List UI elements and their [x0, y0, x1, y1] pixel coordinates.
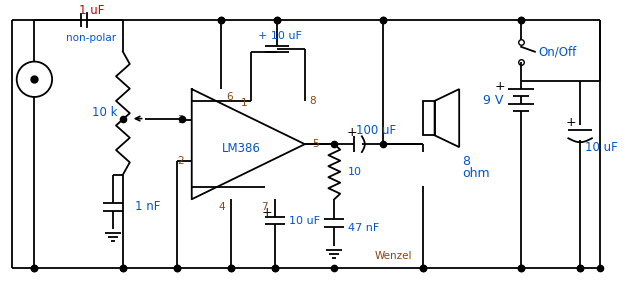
Text: 8: 8 [462, 155, 470, 168]
Text: 5: 5 [313, 139, 319, 149]
Text: LM386: LM386 [221, 141, 261, 155]
Text: +: + [262, 205, 272, 218]
Text: 100 uF: 100 uF [356, 124, 396, 137]
Text: 10 uF: 10 uF [585, 141, 618, 154]
Text: + 10 uF: + 10 uF [258, 31, 302, 41]
Text: 1: 1 [241, 98, 248, 108]
Text: +: + [494, 80, 506, 93]
Text: 7: 7 [261, 202, 267, 212]
Text: 3: 3 [177, 115, 184, 125]
Text: 1 nF: 1 nF [135, 199, 160, 213]
Text: 9 V: 9 V [483, 94, 503, 107]
Text: 1 uF: 1 uF [79, 4, 104, 17]
Text: 8: 8 [310, 96, 317, 106]
Text: 4: 4 [218, 202, 225, 212]
Text: +: + [346, 126, 357, 139]
Text: +: + [565, 116, 576, 129]
Text: ohm: ohm [462, 167, 490, 180]
Text: 2: 2 [177, 156, 184, 166]
Text: Wenzel: Wenzel [374, 251, 412, 261]
Text: On/Off: On/Off [539, 45, 577, 58]
Text: 10 k: 10 k [93, 106, 118, 119]
Text: 47 nF: 47 nF [348, 223, 379, 233]
Text: 10 uF: 10 uF [289, 216, 320, 226]
Text: non-polar: non-polar [67, 33, 116, 43]
Text: 6: 6 [226, 92, 233, 102]
Text: 10: 10 [348, 167, 362, 177]
